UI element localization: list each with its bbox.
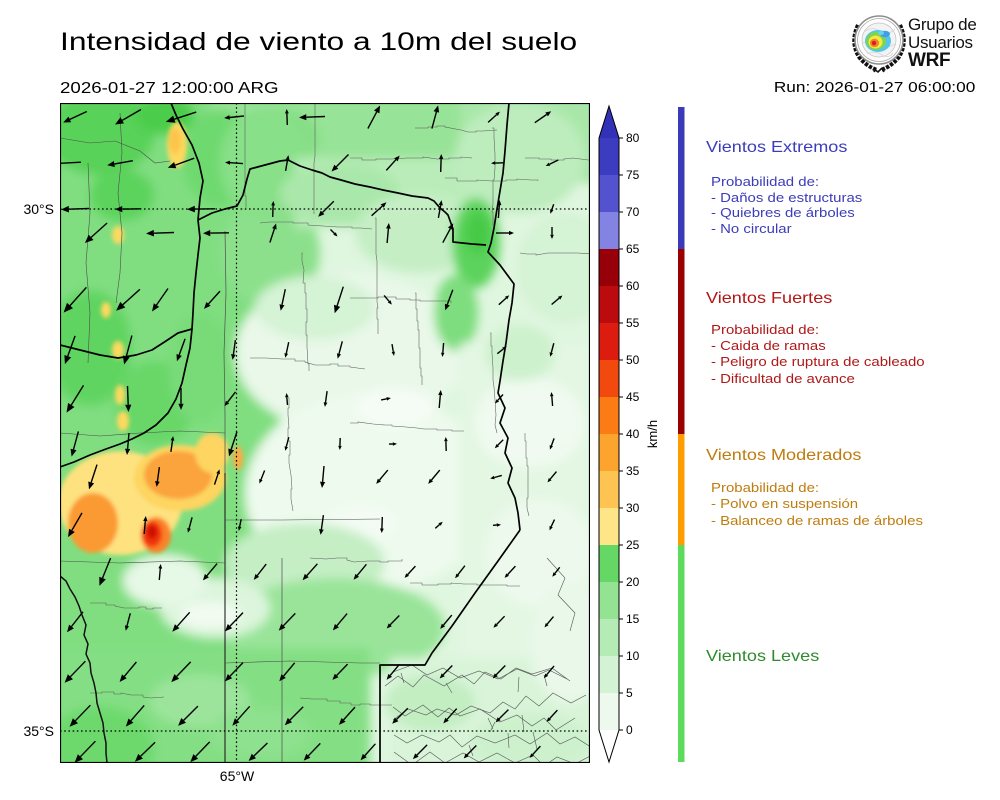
- svg-text:5: 5: [626, 686, 633, 700]
- svg-text:40: 40: [626, 427, 640, 441]
- svg-text:55: 55: [626, 316, 640, 330]
- svg-text:0: 0: [626, 723, 633, 737]
- svg-text:20: 20: [626, 575, 640, 589]
- svg-text:35: 35: [626, 464, 640, 478]
- svg-text:45: 45: [626, 390, 640, 404]
- svg-text:25: 25: [626, 538, 640, 552]
- svg-text:60: 60: [626, 279, 640, 293]
- svg-text:50: 50: [626, 353, 640, 367]
- svg-text:70: 70: [626, 205, 640, 219]
- svg-text:10: 10: [626, 649, 640, 663]
- svg-text:75: 75: [626, 168, 640, 182]
- svg-text:80: 80: [626, 131, 640, 145]
- svg-text:65: 65: [626, 242, 640, 256]
- svg-text:km/h: km/h: [645, 420, 660, 448]
- svg-text:15: 15: [626, 612, 640, 626]
- svg-text:30: 30: [626, 501, 640, 515]
